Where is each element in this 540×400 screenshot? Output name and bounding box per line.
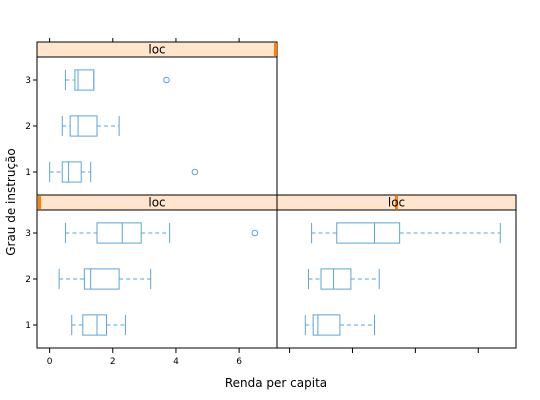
box-iqr [61, 161, 82, 183]
box-3 [64, 69, 170, 91]
x-tick-label: 2 [110, 357, 116, 367]
strip-level-marker [274, 43, 277, 56]
strip-label: loc [148, 196, 165, 210]
panel-top-left: loc [36, 41, 278, 196]
box-1 [49, 161, 199, 183]
outlier-point [163, 76, 170, 84]
box-2 [58, 268, 152, 290]
panels-layer: loc loc loc [36, 41, 517, 349]
box-iqr [96, 222, 142, 244]
box-1 [304, 314, 375, 336]
strip-label: loc [148, 43, 165, 57]
y-tick-label: 2 [25, 122, 31, 132]
box-3 [311, 222, 501, 244]
panel-bottom-left: loc [36, 194, 278, 349]
box-iqr [83, 268, 120, 290]
box-iqr [336, 222, 401, 244]
panel-frame [276, 209, 517, 349]
box-3 [64, 222, 259, 244]
y-tick-label: 3 [25, 229, 31, 239]
y-tick-label: 1 [25, 321, 31, 331]
box-iqr [74, 69, 95, 91]
strip-label: loc [388, 196, 405, 210]
outlier-point [191, 168, 199, 176]
axes-layer: 1 2 3 1 2 3 0 2 4 6 [25, 38, 479, 367]
box-2 [307, 268, 380, 290]
x-tick-label: 6 [236, 357, 242, 367]
box-1 [71, 314, 126, 336]
box-2 [61, 115, 120, 137]
panel-bottom-right: loc [276, 194, 517, 349]
box-iqr [312, 314, 341, 336]
box-iqr [82, 314, 107, 336]
y-axis-title: Grau de instrução [4, 148, 18, 256]
panel-frame [36, 56, 278, 196]
x-axis-title: Renda per capita [225, 376, 327, 390]
outlier-point [251, 229, 259, 237]
strip-level-marker [38, 196, 41, 209]
x-tick-label: 4 [173, 357, 179, 367]
panel-frame [36, 209, 278, 349]
y-tick-label: 2 [25, 275, 31, 285]
box-iqr [320, 268, 352, 290]
x-tick-label: 0 [47, 357, 53, 367]
box-iqr [69, 115, 98, 137]
strip-level-marker [395, 196, 398, 209]
y-tick-label: 1 [25, 168, 31, 178]
y-tick-label: 3 [25, 76, 31, 86]
